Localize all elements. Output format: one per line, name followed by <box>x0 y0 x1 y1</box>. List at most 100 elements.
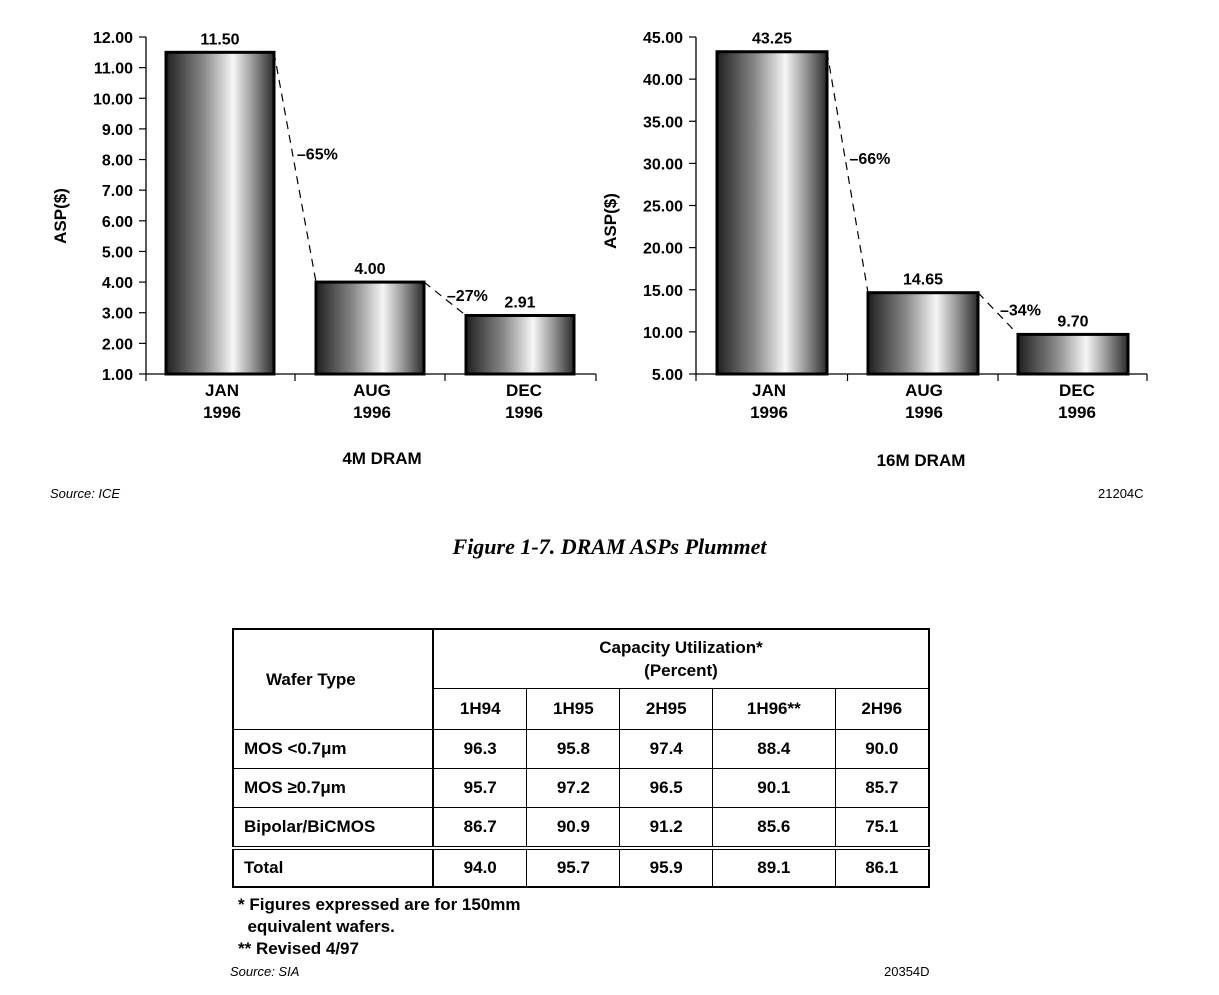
x-tick-label: DEC <box>1059 381 1095 400</box>
table-cell: 75.1 <box>834 807 930 849</box>
x-tick-label: AUG <box>353 381 391 400</box>
y-tick-label: 6.00 <box>102 214 133 231</box>
table-cell: 90.1 <box>712 768 836 808</box>
y-tick-label: 8.00 <box>102 153 133 170</box>
footnote-2: ** Revised 4/97 <box>238 939 359 958</box>
table-code: 20354D <box>884 964 930 979</box>
column-header: 2H96 <box>834 688 930 730</box>
y-tick-label: 10.00 <box>93 91 133 108</box>
change-label: –27% <box>447 288 488 305</box>
y-tick-label: 25.00 <box>643 199 683 216</box>
table-row: Bipolar/BiCMOS 86.7 90.9 91.2 85.6 75.1 <box>232 807 930 849</box>
y-tick-label: 35.00 <box>643 114 683 131</box>
column-header: 1H95 <box>526 688 621 730</box>
data-label: 11.50 <box>200 31 239 48</box>
y-tick-label: 9.00 <box>102 122 133 139</box>
table-cell: 91.2 <box>619 807 714 849</box>
x-tick-label: DEC <box>506 381 542 400</box>
table-corner-header: Wafer Type <box>232 628 434 730</box>
table-cell: 86.1 <box>834 846 930 888</box>
bar <box>715 50 829 376</box>
y-tick-label: 12.00 <box>93 30 133 47</box>
table-cell: 86.7 <box>432 807 528 849</box>
row-label: Total <box>232 846 434 888</box>
table-group-header-line1: Capacity Utilization* <box>599 638 763 657</box>
row-label: MOS ≥0.7μm <box>232 768 434 808</box>
table-cell: 89.1 <box>712 846 836 888</box>
data-label: 9.70 <box>1057 313 1088 330</box>
row-label: Bipolar/BiCMOS <box>232 807 434 849</box>
footnote-1-cont: equivalent wafers. <box>238 917 395 936</box>
y-tick-label: 40.00 <box>643 72 683 89</box>
y-axis-label: ASP($) <box>51 188 70 244</box>
table-cell: 88.4 <box>712 729 836 769</box>
y-tick-label: 11.00 <box>94 61 133 78</box>
change-connector <box>423 281 467 316</box>
chart-title: 4M DRAM <box>342 449 421 468</box>
table-row: MOS ≥0.7μm 95.7 97.2 96.5 90.1 85.7 <box>232 768 930 808</box>
column-header: 1H94 <box>432 688 528 730</box>
x-tick-label: JAN <box>205 381 239 400</box>
y-tick-label: 20.00 <box>643 241 683 258</box>
x-tick-label: 1996 <box>353 403 391 422</box>
table-cell: 95.8 <box>526 729 621 769</box>
table-cell: 97.4 <box>619 729 714 769</box>
table-source: Source: SIA <box>230 964 300 979</box>
dram-asp-charts: 1.00 2.00 3.00 4.00 5.00 6.00 7.00 8.00 9.00 10.0… <box>51 30 1148 470</box>
column-header: 1H96** <box>712 688 836 730</box>
table-cell: 95.7 <box>432 768 528 808</box>
x-tick-label: 1996 <box>905 403 943 422</box>
y-tick-label: 30.00 <box>643 156 683 173</box>
table-cell: 90.0 <box>834 729 930 769</box>
table-cell: 96.5 <box>619 768 714 808</box>
table-cell: 97.2 <box>526 768 621 808</box>
table-cell: 85.7 <box>834 768 930 808</box>
y-tick-label: 10.00 <box>643 325 683 342</box>
table-group-header: Capacity Utilization* (Percent) <box>432 628 930 689</box>
table-group-header-line2: (Percent) <box>644 661 718 680</box>
y-tick-label: 45.00 <box>643 30 683 47</box>
y-tick-label: 3.00 <box>102 306 133 323</box>
bar <box>866 291 980 376</box>
table-cell: 94.0 <box>432 846 528 888</box>
data-label: 2.91 <box>504 294 535 311</box>
bar <box>464 313 576 376</box>
y-tick-label: 5.00 <box>652 367 683 384</box>
row-label: MOS <0.7μm <box>232 729 434 769</box>
table-cell: 95.9 <box>619 846 714 888</box>
bar <box>314 280 426 376</box>
table-cell: 96.3 <box>432 729 528 769</box>
bar <box>164 50 276 376</box>
x-tick-label: 1996 <box>505 403 543 422</box>
x-tick-label: 1996 <box>203 403 241 422</box>
chart-title: 16M DRAM <box>877 451 966 470</box>
table-row: MOS <0.7μm 96.3 95.8 97.4 88.4 90.0 <box>232 729 930 769</box>
table-cell: 90.9 <box>526 807 621 849</box>
bar <box>1016 332 1130 376</box>
figure-caption: Figure 1-7. DRAM ASPs Plummet <box>452 534 767 559</box>
y-tick-label: 7.00 <box>102 183 133 200</box>
table-cell: 95.7 <box>526 846 621 888</box>
capacity-utilization-table: Wafer Type Capacity Utilization* (Percen… <box>232 628 930 888</box>
y-tick-label: 1.00 <box>102 367 133 384</box>
table-cell: 85.6 <box>712 807 836 849</box>
change-connector <box>273 52 317 283</box>
figure-code: 21204C <box>1098 486 1144 501</box>
data-label: 43.25 <box>752 31 792 48</box>
x-tick-label: 1996 <box>1058 403 1096 422</box>
x-tick-label: AUG <box>905 381 943 400</box>
data-label: 14.65 <box>903 272 943 289</box>
y-axis-label: ASP($) <box>601 193 620 249</box>
change-label: –34% <box>1000 302 1041 319</box>
figure-source: Source: ICE <box>50 486 121 501</box>
change-connector <box>977 292 1019 335</box>
x-tick-label: 1996 <box>750 403 788 422</box>
change-label: –65% <box>297 147 338 164</box>
footnote-1: * Figures expressed are for 150mm <box>238 895 521 914</box>
data-label: 4.00 <box>354 261 385 278</box>
column-header: 2H95 <box>619 688 714 730</box>
x-tick-label: JAN <box>752 381 786 400</box>
table-footnotes: * Figures expressed are for 150mm equiva… <box>238 894 521 960</box>
y-tick-label: 2.00 <box>102 336 133 353</box>
table-total-row: Total 94.0 95.7 95.9 89.1 86.1 <box>232 846 930 888</box>
